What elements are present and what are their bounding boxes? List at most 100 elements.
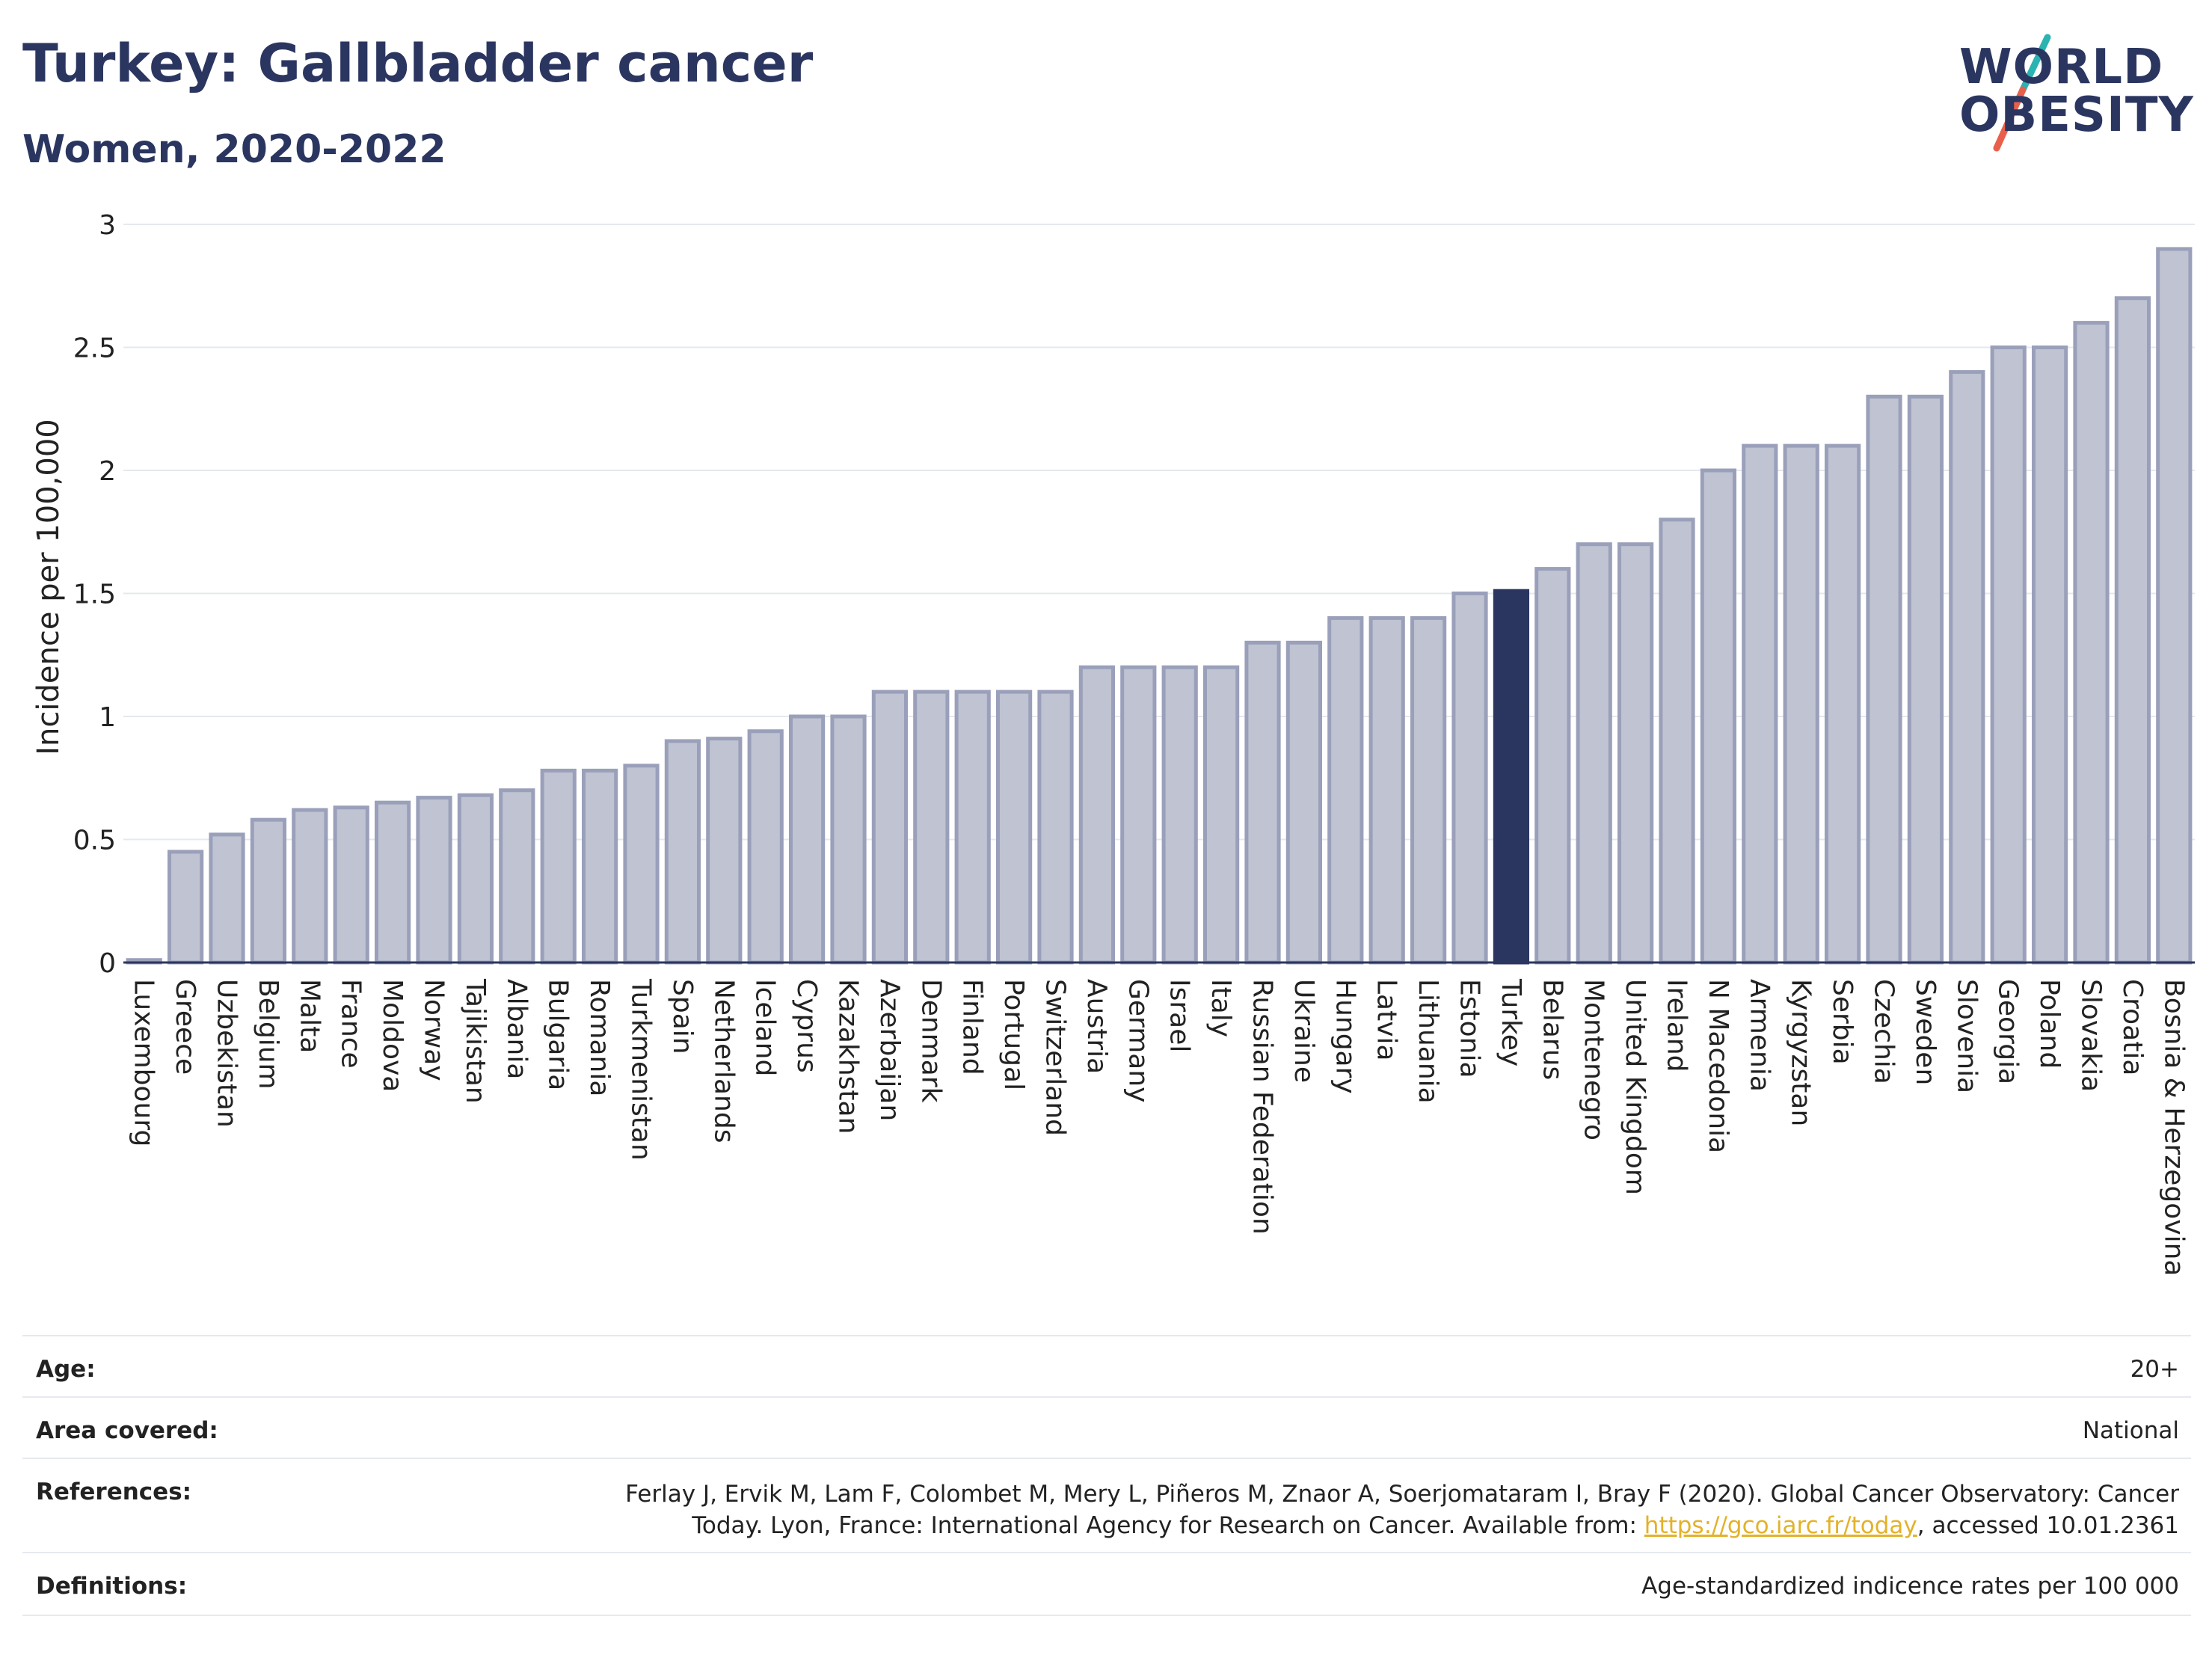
bar-russian-federation: [1244, 640, 1281, 965]
bar-malta: [292, 808, 328, 965]
bars: [126, 247, 2193, 965]
bar-belgium: [250, 817, 287, 965]
references-line-1: Ferlay J, Ervik M, Lam F, Colombet M, Me…: [625, 1481, 2179, 1508]
y-tick-label: 1: [99, 702, 116, 733]
x-tick-label: Bosnia & Herzegovina: [2158, 979, 2189, 1276]
x-tick-label: Netherlands: [708, 979, 739, 1143]
x-tick-label: Serbia: [1827, 979, 1858, 1065]
x-tick-label: Cyprus: [791, 979, 822, 1073]
bar-poland: [2031, 346, 2068, 965]
bar-slovenia: [1949, 369, 1985, 965]
bar-sweden: [1907, 394, 1944, 965]
x-tick-label: Norway: [419, 979, 449, 1081]
y-tick-label: 3: [99, 210, 116, 241]
info-row-age: Age: 20+: [22, 1335, 2191, 1398]
references-label: References:: [36, 1479, 192, 1505]
bar-austria: [1078, 665, 1116, 965]
bar-france: [333, 805, 369, 965]
bar-italy: [1202, 665, 1240, 965]
x-tick-label: Ukraine: [1288, 979, 1319, 1083]
x-tick-label: Hungary: [1330, 979, 1360, 1094]
references-value: Ferlay J, Ervik M, Lam F, Colombet M, Me…: [625, 1479, 2179, 1541]
category-labels: Luxembourg Greece Uzbekistan Belgium Malta Fr…: [129, 978, 2190, 1276]
x-tick-label: Ireland: [1662, 979, 1692, 1072]
y-tick-label: 2.5: [73, 334, 116, 364]
bar-bulgaria: [540, 768, 577, 965]
bar-montenegro: [1576, 542, 1612, 965]
x-tick-label: Poland: [2034, 979, 2065, 1069]
x-tick-label: Uzbekistan: [212, 979, 242, 1128]
world-obesity-logo: WORLD OBESITY: [1944, 30, 2199, 165]
bar-n-macedonia: [1700, 468, 1737, 965]
x-tick-label: Albania: [501, 979, 532, 1079]
bar-iceland: [747, 729, 784, 965]
x-tick-label: Malta: [294, 979, 325, 1053]
logo-slash-icon: [1993, 34, 2051, 152]
x-tick-label: Tajikistan: [460, 978, 491, 1104]
x-tick-label: Slovenia: [1951, 979, 1982, 1093]
bar-lithuania: [1410, 615, 1447, 965]
references-line-2-post: , accessed 10.01.2361: [1917, 1512, 2179, 1539]
references-link[interactable]: https://gco.iarc.fr/today: [1644, 1512, 1917, 1539]
y-axis-label: Incidence per 100,000: [31, 419, 66, 755]
info-row-area: Area covered: National: [22, 1396, 2191, 1459]
bar-turkmenistan: [623, 764, 660, 965]
x-tick-label: Germany: [1122, 979, 1153, 1102]
bar-romania: [581, 768, 618, 965]
bar-israel: [1161, 665, 1198, 965]
bar-bosnia-herzegovina: [2156, 247, 2193, 965]
x-tick-label: Belarus: [1537, 979, 1567, 1080]
y-tick-label: 1.5: [73, 580, 116, 610]
y-tick-label: 0: [99, 948, 116, 979]
x-tick-label: N Macedonia: [1703, 979, 1733, 1153]
x-tick-label: Switzerland: [1040, 979, 1071, 1136]
page-title: Turkey: Gallbladder cancer: [22, 33, 814, 94]
x-tick-label: Israel: [1164, 979, 1195, 1052]
x-tick-label: Iceland: [750, 979, 781, 1076]
bar-greece: [167, 850, 204, 965]
x-tick-label: Sweden: [1910, 979, 1941, 1085]
x-tick-label: Austria: [1081, 979, 1112, 1074]
info-row-definitions: Definitions: Age-standardized indicence …: [22, 1552, 2191, 1616]
bar-uzbekistan: [209, 832, 245, 965]
bar-hungary: [1327, 615, 1364, 965]
x-tick-label: Greece: [170, 979, 200, 1075]
definitions-value: Age-standardized indicence rates per 100…: [1641, 1573, 2179, 1600]
axes: 0 0.5 1 1.5 2 2.5 3: [73, 210, 2195, 979]
area-value: National: [2082, 1417, 2179, 1444]
x-tick-label: Armenia: [1744, 979, 1775, 1092]
x-tick-label: Portugal: [998, 979, 1029, 1090]
references-line-2: Today. Lyon, France: International Agenc…: [625, 1510, 2179, 1541]
x-tick-label: Estonia: [1454, 979, 1485, 1078]
x-tick-label: Turkmenistan: [626, 978, 657, 1161]
references-line-2-pre: Today. Lyon, France: International Agenc…: [692, 1512, 1644, 1539]
bar-belarus: [1534, 567, 1571, 965]
x-tick-label: Romania: [584, 979, 615, 1096]
x-tick-label: Azerbaijan: [874, 979, 905, 1121]
x-tick-label: Czechia: [1869, 979, 1899, 1084]
x-tick-label: Russian Federation: [1247, 979, 1278, 1235]
bar-kazakhstan: [830, 714, 867, 965]
bar-germany: [1120, 665, 1157, 965]
bar-serbia: [1824, 443, 1861, 965]
x-tick-label: Georgia: [1993, 979, 2024, 1084]
logo-text-world: WORLD: [1959, 40, 2164, 95]
bar-moldova: [374, 800, 411, 965]
bar-denmark: [913, 690, 950, 965]
x-tick-label: Lithuania: [1413, 979, 1443, 1104]
logo-text-obesity: OBESITY: [1959, 87, 2194, 143]
x-tick-label: Latvia: [1371, 979, 1402, 1061]
age-value: 20+: [2130, 1356, 2179, 1383]
age-label: Age:: [36, 1356, 96, 1383]
bar-czechia: [1866, 394, 1902, 965]
x-tick-label: France: [336, 979, 366, 1069]
y-tick-label: 2: [99, 456, 116, 487]
bar-latvia: [1368, 615, 1405, 965]
bar-armenia: [1742, 443, 1778, 965]
x-tick-label: Moldova: [377, 979, 408, 1092]
bar-ireland: [1659, 518, 1695, 965]
bar-albania: [499, 788, 535, 965]
x-tick-label: Bulgaria: [543, 979, 574, 1090]
bar-kyrgyzstan: [1783, 443, 1819, 965]
x-tick-label: Finland: [957, 979, 988, 1075]
